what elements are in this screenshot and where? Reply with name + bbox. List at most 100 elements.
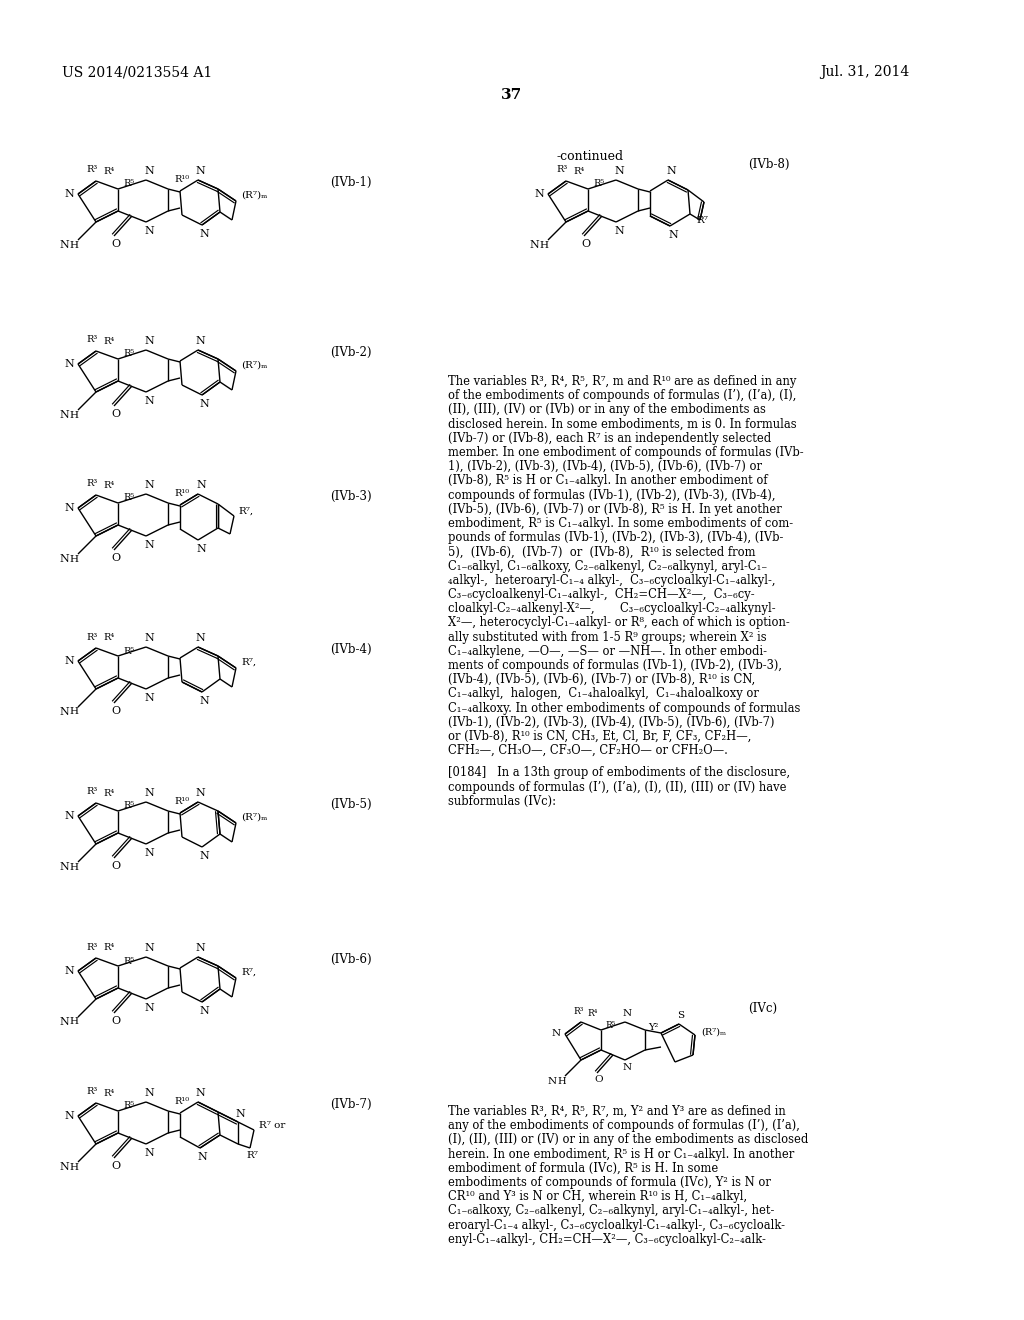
Text: H: H (70, 1163, 79, 1172)
Text: N: N (198, 1152, 207, 1162)
Text: N: N (196, 788, 205, 799)
Text: N: N (199, 851, 209, 861)
Text: (R⁷)ₘ: (R⁷)ₘ (241, 360, 267, 370)
Text: N: N (65, 189, 74, 199)
Text: H: H (70, 1018, 79, 1027)
Text: X²—, heterocyclyl-C₁₋₄alkyl- or R⁸, each of which is option-: X²—, heterocyclyl-C₁₋₄alkyl- or R⁸, each… (449, 616, 790, 630)
Text: C₃₋₆cycloalkenyl-C₁₋₄alkyl-,  CH₂=CH—X²—,  C₃₋₆cy-: C₃₋₆cycloalkenyl-C₁₋₄alkyl-, CH₂=CH—X²—,… (449, 587, 755, 601)
Text: O: O (112, 1162, 121, 1171)
Text: (IVb-8): (IVb-8) (748, 158, 790, 172)
Text: R³: R³ (86, 165, 97, 174)
Text: Jul. 31, 2014: Jul. 31, 2014 (820, 65, 909, 79)
Text: R⁴: R⁴ (103, 788, 115, 797)
Text: N: N (144, 480, 154, 490)
Text: subformulas (IVc):: subformulas (IVc): (449, 795, 556, 808)
Text: H: H (70, 862, 79, 871)
Text: (IVb-3): (IVb-3) (330, 490, 372, 503)
Text: N: N (144, 166, 154, 176)
Text: N: N (667, 166, 676, 176)
Text: N: N (548, 1077, 557, 1085)
Text: eroaryl-C₁₋₄ alkyl-, C₃₋₆cycloalkyl-C₁₋₄alkyl-, C₃₋₆cycloalk-: eroaryl-C₁₋₄ alkyl-, C₃₋₆cycloalkyl-C₁₋₄… (449, 1218, 785, 1232)
Text: N: N (196, 942, 205, 953)
Text: N: N (59, 240, 69, 249)
Text: ments of compounds of formulas (IVb-1), (IVb-2), (IVb-3),: ments of compounds of formulas (IVb-1), … (449, 659, 782, 672)
Text: H: H (70, 240, 79, 249)
Text: CFH₂—, CH₃O—, CF₃O—, CF₂HO— or CFH₂O—.: CFH₂—, CH₃O—, CF₃O—, CF₂HO— or CFH₂O—. (449, 744, 728, 758)
Text: N: N (59, 411, 69, 420)
Text: R⁷,: R⁷, (241, 968, 256, 977)
Text: 1), (IVb-2), (IVb-3), (IVb-4), (IVb-5), (IVb-6), (IVb-7) or: 1), (IVb-2), (IVb-3), (IVb-4), (IVb-5), … (449, 461, 762, 473)
Text: N: N (59, 862, 69, 873)
Text: R⁴: R⁴ (103, 480, 115, 490)
Text: 37: 37 (502, 88, 522, 102)
Text: (IVb-6): (IVb-6) (330, 953, 372, 966)
Text: N: N (529, 240, 539, 249)
Text: US 2014/0213554 A1: US 2014/0213554 A1 (62, 65, 212, 79)
Text: H: H (70, 411, 79, 420)
Text: R⁵: R⁵ (593, 180, 604, 189)
Text: N: N (197, 480, 206, 490)
Text: R³: R³ (86, 1088, 97, 1097)
Text: or (IVb-8), R¹⁰ is CN, CH₃, Et, Cl, Br, F, CF₃, CF₂H—,: or (IVb-8), R¹⁰ is CN, CH₃, Et, Cl, Br, … (449, 730, 752, 743)
Text: O: O (112, 553, 121, 564)
Text: N: N (144, 337, 154, 346)
Text: compounds of formulas (IVb-1), (IVb-2), (IVb-3), (IVb-4),: compounds of formulas (IVb-1), (IVb-2), … (449, 488, 775, 502)
Text: (R⁷)ₘ: (R⁷)ₘ (241, 813, 267, 821)
Text: (II), (III), (IV) or (IVb) or in any of the embodiments as: (II), (III), (IV) or (IVb) or in any of … (449, 404, 766, 416)
Text: (IVb-4), (IVb-5), (IVb-6), (IVb-7) or (IVb-8), R¹⁰ is CN,: (IVb-4), (IVb-5), (IVb-6), (IVb-7) or (I… (449, 673, 756, 686)
Text: C₁₋₄alkyl,  halogen,  C₁₋₄haloalkyl,  C₁₋₄haloalkoxy or: C₁₋₄alkyl, halogen, C₁₋₄haloalkyl, C₁₋₄h… (449, 688, 759, 701)
Text: R¹⁰: R¹⁰ (174, 176, 189, 185)
Text: N: N (65, 656, 74, 667)
Text: N: N (144, 540, 154, 550)
Text: O: O (595, 1076, 603, 1085)
Text: N: N (196, 1088, 205, 1098)
Text: CR¹⁰ and Y³ is N or CH, wherein R¹⁰ is H, C₁₋₄alkyl,: CR¹⁰ and Y³ is N or CH, wherein R¹⁰ is H… (449, 1191, 748, 1204)
Text: embodiment, R⁵ is C₁₋₄alkyl. In some embodiments of com-: embodiment, R⁵ is C₁₋₄alkyl. In some emb… (449, 517, 794, 531)
Text: N: N (144, 634, 154, 643)
Text: (R⁷)ₘ: (R⁷)ₘ (701, 1027, 726, 1036)
Text: R⁷: R⁷ (246, 1151, 258, 1160)
Text: C₁₋₄alkylene, —O—, —S— or —NH—. In other embodi-: C₁₋₄alkylene, —O—, —S— or —NH—. In other… (449, 644, 767, 657)
Text: (IVb-8), R⁵ is H or C₁₋₄alkyl. In another embodiment of: (IVb-8), R⁵ is H or C₁₋₄alkyl. In anothe… (449, 474, 768, 487)
Text: embodiment of formula (IVc), R⁵ is H. In some: embodiment of formula (IVc), R⁵ is H. In… (449, 1162, 718, 1175)
Text: N: N (196, 337, 205, 346)
Text: N: N (144, 1003, 154, 1012)
Text: R¹⁰: R¹⁰ (174, 1097, 189, 1106)
Text: N: N (614, 226, 624, 236)
Text: R⁴: R⁴ (103, 166, 115, 176)
Text: (IVb-1): (IVb-1) (330, 176, 372, 189)
Text: C₁₋₆alkyl, C₁₋₆alkoxy, C₂₋₆alkenyl, C₂₋₆alkynyl, aryl-C₁₋: C₁₋₆alkyl, C₁₋₆alkoxy, C₂₋₆alkenyl, C₂₋₆… (449, 560, 767, 573)
Text: N: N (535, 189, 544, 199)
Text: N: N (614, 166, 624, 176)
Text: 5),  (IVb-6),  (IVb-7)  or  (IVb-8),  R¹⁰ is selected from: 5), (IVb-6), (IVb-7) or (IVb-8), R¹⁰ is … (449, 545, 756, 558)
Text: N: N (59, 1016, 69, 1027)
Text: -continued: -continued (556, 150, 624, 162)
Text: N: N (59, 1162, 69, 1172)
Text: R⁵: R⁵ (123, 350, 134, 359)
Text: N: N (59, 708, 69, 717)
Text: (IVb-7) or (IVb-8), each R⁷ is an independently selected: (IVb-7) or (IVb-8), each R⁷ is an indepe… (449, 432, 771, 445)
Text: enyl-C₁₋₄alkyl-, CH₂=CH—X²—, C₃₋₆cycloalkyl-C₂₋₄alk-: enyl-C₁₋₄alkyl-, CH₂=CH—X²—, C₃₋₆cycloal… (449, 1233, 766, 1246)
Text: O: O (112, 706, 121, 715)
Text: R³: R³ (86, 479, 97, 488)
Text: (IVb-1), (IVb-2), (IVb-3), (IVb-4), (IVb-5), (IVb-6), (IVb-7): (IVb-1), (IVb-2), (IVb-3), (IVb-4), (IVb… (449, 715, 774, 729)
Text: H: H (70, 554, 79, 564)
Text: compounds of formulas (I’), (I’a), (I), (II), (III) or (IV) have: compounds of formulas (I’), (I’a), (I), … (449, 780, 786, 793)
Text: disclosed herein. In some embodiments, m is 0. In formulas: disclosed herein. In some embodiments, m… (449, 417, 797, 430)
Text: (R⁷)ₘ: (R⁷)ₘ (241, 190, 267, 199)
Text: N: N (144, 396, 154, 407)
Text: member. In one embodiment of compounds of formulas (IVb-: member. In one embodiment of compounds o… (449, 446, 804, 459)
Text: R⁵: R⁵ (123, 180, 134, 189)
Text: Y²: Y² (648, 1023, 658, 1032)
Text: R³: R³ (556, 165, 567, 174)
Text: R³: R³ (86, 632, 97, 642)
Text: ally substituted with from 1-5 R⁹ groups; wherein X² is: ally substituted with from 1-5 R⁹ groups… (449, 631, 767, 644)
Text: R¹⁰: R¹⁰ (174, 797, 189, 807)
Text: R⁷,: R⁷, (238, 507, 253, 516)
Text: N: N (65, 966, 74, 975)
Text: [0184]   In a 13th group of embodiments of the disclosure,: [0184] In a 13th group of embodiments of… (449, 767, 791, 779)
Text: (IVb-5): (IVb-5) (330, 799, 372, 810)
Text: N: N (65, 810, 74, 821)
Text: R⁵: R⁵ (123, 647, 134, 656)
Text: R³: R³ (573, 1007, 584, 1016)
